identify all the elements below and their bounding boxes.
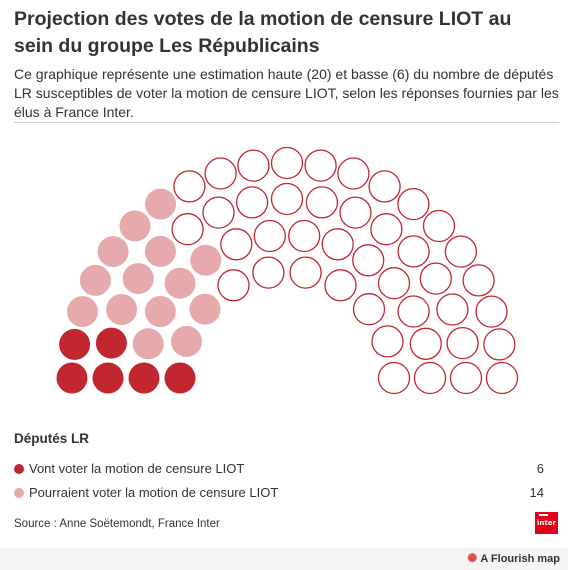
seat-possible-vote[interactable]	[97, 236, 129, 268]
title-divider	[14, 122, 559, 123]
flourish-credit-link[interactable]: ✺ A Flourish map	[467, 551, 560, 566]
seat-possible-vote[interactable]	[145, 188, 177, 220]
seat-possible-vote[interactable]	[190, 244, 222, 276]
hemicycle-chart	[56, 146, 519, 395]
seat-other[interactable]	[173, 170, 206, 203]
seat-other[interactable]	[321, 228, 354, 261]
seat-other[interactable]	[352, 244, 385, 277]
legend-label-firm: Vont voter la motion de censure LIOT	[29, 461, 245, 476]
logo-bar	[539, 514, 548, 516]
seat-other[interactable]	[436, 293, 469, 326]
seat-other[interactable]	[397, 187, 430, 221]
seat-other[interactable]	[462, 264, 495, 297]
legend-label-maybe: Pourraient voter la motion de censure LI…	[29, 485, 279, 500]
seat-other[interactable]	[270, 182, 304, 216]
seat-other[interactable]	[237, 149, 270, 182]
seat-other[interactable]	[409, 327, 442, 360]
seat-other[interactable]	[419, 262, 452, 295]
seat-other[interactable]	[485, 361, 519, 395]
seat-other[interactable]	[368, 170, 401, 203]
seat-firm-vote[interactable]	[164, 362, 196, 394]
seat-other[interactable]	[305, 186, 339, 219]
legend-title: Députés LR	[14, 431, 90, 446]
seat-other[interactable]	[235, 186, 269, 219]
chart-subtitle: Ce graphique représente une estimation h…	[14, 66, 559, 120]
seat-possible-vote[interactable]	[119, 210, 151, 242]
seat-other[interactable]	[304, 149, 337, 182]
seat-possible-vote[interactable]	[132, 328, 164, 360]
seat-other[interactable]	[253, 219, 286, 253]
seat-other[interactable]	[475, 295, 508, 328]
seat-other[interactable]	[202, 196, 235, 229]
footer-strip	[0, 548, 568, 570]
seat-possible-vote[interactable]	[144, 235, 176, 267]
seat-other[interactable]	[289, 256, 322, 289]
seat-other[interactable]	[352, 293, 386, 326]
legend: Députés LR Vont voter la motion de censu…	[14, 430, 544, 508]
seat-possible-vote[interactable]	[106, 294, 138, 325]
source-note: Source : Anne Soëtemondt, France Inter	[14, 518, 220, 530]
seat-other[interactable]	[339, 196, 372, 229]
seat-other[interactable]	[377, 267, 411, 300]
seat-possible-vote[interactable]	[67, 296, 98, 328]
logo-text: inter	[537, 519, 556, 527]
seat-other[interactable]	[337, 157, 370, 190]
seat-other[interactable]	[483, 328, 516, 361]
seat-other[interactable]	[413, 361, 447, 395]
seat-other[interactable]	[422, 209, 456, 243]
chart-card: Projection des votes de la motion de cen…	[14, 8, 559, 534]
france-inter-logo: inter	[535, 512, 558, 534]
seat-possible-vote[interactable]	[79, 264, 111, 296]
legend-count-maybe: 14	[529, 485, 544, 500]
seat-other[interactable]	[397, 235, 430, 268]
seat-other[interactable]	[444, 235, 478, 268]
seat-other[interactable]	[288, 219, 321, 253]
seat-possible-vote[interactable]	[122, 263, 154, 295]
seat-possible-vote[interactable]	[164, 267, 196, 299]
seat-other[interactable]	[171, 213, 204, 246]
seat-other[interactable]	[449, 361, 483, 395]
flourish-icon: ✺	[467, 551, 478, 565]
chart-title: Projection des votes de la motion de cen…	[14, 8, 512, 57]
seat-firm-vote[interactable]	[128, 362, 160, 394]
seat-other[interactable]	[446, 326, 479, 360]
seat-other[interactable]	[220, 228, 253, 261]
seat-firm-vote[interactable]	[59, 328, 91, 360]
seat-firm-vote[interactable]	[56, 362, 88, 394]
legend-item-maybe[interactable]: Pourraient voter la motion de censure LI…	[14, 484, 544, 508]
seat-possible-vote[interactable]	[189, 293, 221, 325]
seat-firm-vote[interactable]	[92, 362, 124, 394]
legend-swatch-maybe	[14, 488, 24, 498]
seat-possible-vote[interactable]	[144, 296, 176, 327]
seat-other[interactable]	[217, 269, 250, 302]
seat-firm-vote[interactable]	[95, 327, 127, 359]
seat-possible-vote[interactable]	[171, 325, 202, 357]
seat-other[interactable]	[204, 157, 237, 190]
seat-other[interactable]	[377, 361, 411, 395]
flourish-credit-text: A Flourish map	[480, 553, 560, 565]
legend-count-firm: 6	[536, 461, 544, 476]
seat-other[interactable]	[270, 146, 304, 180]
seat-other[interactable]	[397, 295, 430, 328]
seat-other[interactable]	[371, 325, 404, 358]
legend-item-firm[interactable]: Vont voter la motion de censure LIOT 6	[14, 460, 544, 484]
seat-other[interactable]	[252, 256, 285, 289]
legend-swatch-firm	[14, 464, 24, 474]
seat-other[interactable]	[370, 213, 403, 246]
seat-other[interactable]	[324, 269, 357, 302]
